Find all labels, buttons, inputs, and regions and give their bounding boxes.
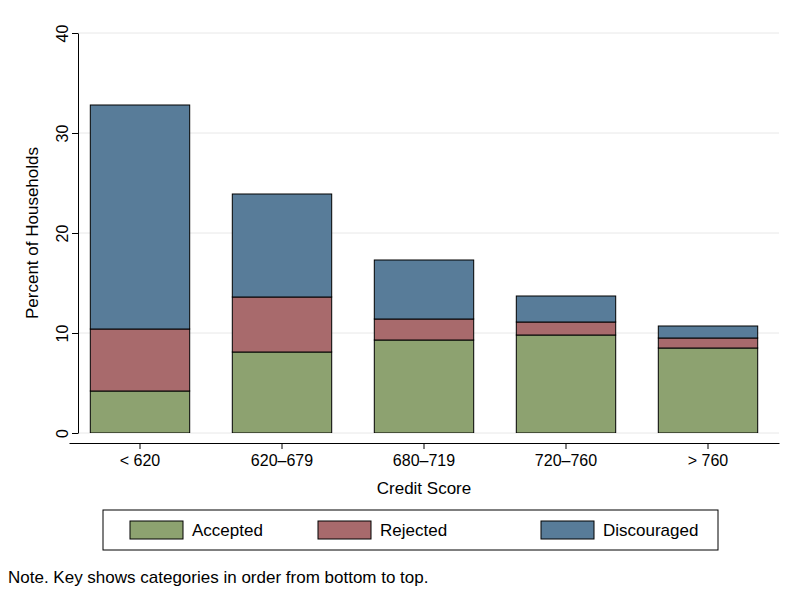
bar: [374, 319, 473, 340]
tick: 0: [54, 429, 78, 438]
tick-label: < 620: [120, 452, 161, 469]
tick-label: > 760: [688, 452, 729, 469]
tick: 10: [54, 325, 78, 343]
note: Note. Key shows categories in order from…: [8, 568, 428, 587]
tick-mark: [72, 333, 78, 334]
bar: [516, 296, 615, 322]
bar: [658, 338, 757, 348]
axis-line: [78, 34, 79, 434]
bar: [232, 352, 331, 433]
tick-label: 620–679: [251, 452, 313, 469]
tick-mark: [72, 233, 78, 234]
bar: [232, 297, 331, 352]
tick: > 760: [688, 443, 729, 469]
y-axis: 0 10 20 30 40: [54, 25, 79, 438]
legend-swatch: [130, 521, 183, 539]
bars: [90, 105, 757, 433]
tick-label: 720–760: [535, 452, 597, 469]
tick-mark: [708, 443, 709, 449]
tick-mark: [566, 443, 567, 449]
chart: 0 10 20 30 40 < 620 620–679 680–719 720–760 > 760…: [0, 0, 794, 598]
bar: [516, 322, 615, 335]
bar: [90, 391, 189, 433]
tick-label: 30: [54, 125, 71, 143]
tick-mark: [282, 443, 283, 449]
bar: [90, 329, 189, 391]
bar: [658, 348, 757, 433]
tick-mark: [140, 443, 141, 449]
bar: [516, 335, 615, 433]
tick: 620–679: [251, 443, 313, 469]
tick: 720–760: [535, 443, 597, 469]
tick: 30: [54, 125, 78, 143]
tick: 20: [54, 225, 78, 243]
legend-label: Accepted: [192, 521, 263, 540]
grid: [78, 33, 779, 433]
bar: [374, 340, 473, 433]
legend-swatch: [541, 521, 594, 539]
legend-box: [103, 510, 718, 550]
bar: [90, 105, 189, 329]
tick-label: 680–719: [393, 452, 455, 469]
x-axis-title: Credit Score: [377, 479, 471, 498]
tick-mark: [72, 433, 78, 434]
bar: [658, 326, 757, 338]
legend: Accepted Rejected Discouraged: [103, 510, 718, 550]
tick-label: 20: [54, 225, 71, 243]
tick-label: 10: [54, 325, 71, 343]
tick-mark: [424, 443, 425, 449]
tick-label: 40: [54, 25, 71, 43]
tick: 40: [54, 25, 78, 43]
tick-mark: [72, 33, 78, 34]
x-axis: < 620 620–679 680–719 720–760 > 760: [70, 443, 780, 469]
bar: [374, 260, 473, 319]
legend-swatch: [318, 521, 371, 539]
grid-line: [78, 33, 779, 34]
series-bars: [90, 105, 757, 338]
tick: 680–719: [393, 443, 455, 469]
bar: [232, 194, 331, 297]
tick: < 620: [120, 443, 161, 469]
y-axis-title: Percent of Households: [23, 147, 42, 319]
legend-label: Discouraged: [603, 521, 698, 540]
tick-label: 0: [54, 429, 71, 438]
series-bars: [90, 335, 757, 433]
tick-mark: [72, 133, 78, 134]
legend-label: Rejected: [380, 521, 447, 540]
